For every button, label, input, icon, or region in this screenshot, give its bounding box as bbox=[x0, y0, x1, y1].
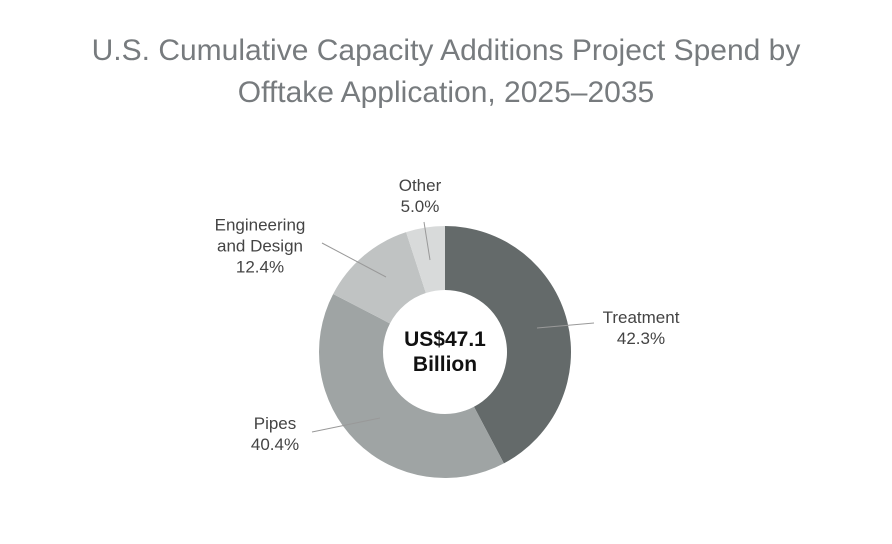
donut-segment bbox=[445, 226, 572, 464]
value-label: 12.4% bbox=[235, 257, 285, 277]
category-label: Pipes bbox=[253, 414, 297, 433]
segment-label: Other 5.0% bbox=[380, 175, 460, 217]
center-label-line: US$47.1 bbox=[404, 328, 486, 351]
category-label: Other bbox=[398, 176, 442, 195]
value-label: 42.3% bbox=[616, 329, 666, 348]
category-label: Engineering and Design bbox=[214, 215, 306, 256]
category-label: Treatment bbox=[602, 308, 680, 327]
segment-label: Pipes 40.4% bbox=[230, 413, 320, 455]
center-label: US$47.1 Billion bbox=[404, 327, 486, 377]
segment-label: Treatment 42.3% bbox=[586, 307, 696, 349]
donut-segment bbox=[406, 226, 445, 294]
value-label: 40.4% bbox=[250, 435, 300, 454]
value-label: 5.0% bbox=[400, 197, 440, 216]
leader-line bbox=[536, 322, 595, 329]
center-label-line: Billion bbox=[412, 353, 478, 376]
chart-title: U.S. Cumulative Capacity Additions Proje… bbox=[91, 34, 801, 109]
donut-segment bbox=[318, 293, 504, 479]
leader-line bbox=[423, 221, 431, 261]
segment-label: Engineering and Design 12.4% bbox=[200, 215, 320, 278]
leader-line bbox=[321, 242, 387, 278]
donut-segment bbox=[333, 232, 426, 324]
leader-line bbox=[311, 417, 381, 433]
